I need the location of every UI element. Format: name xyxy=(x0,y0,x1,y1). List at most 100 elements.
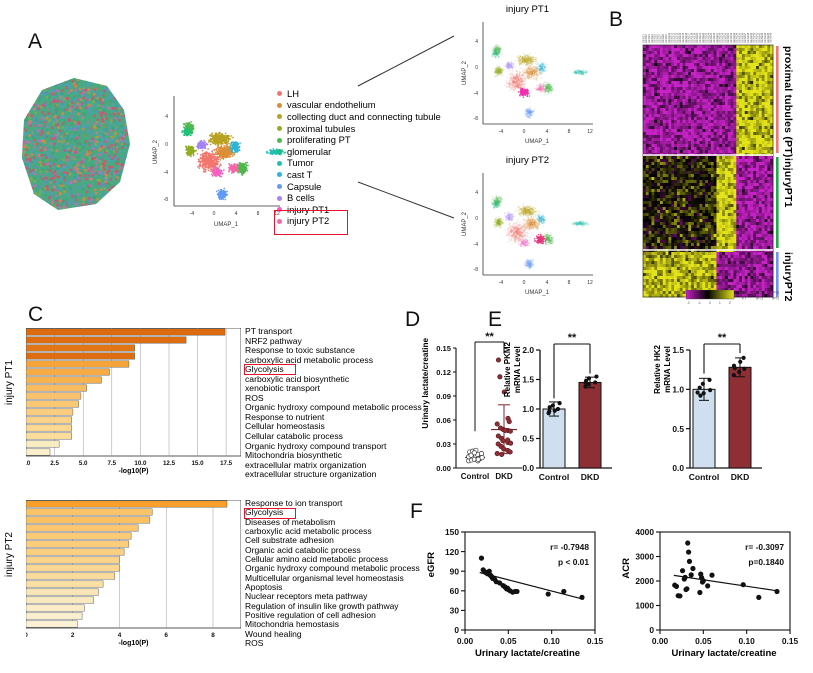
go-terms-pt1: PT transport NRF2 pathway Response to toxi… xyxy=(245,326,422,480)
svg-text:0: 0 xyxy=(213,211,216,217)
panel-e-letter: E xyxy=(488,308,503,331)
svg-text:12: 12 xyxy=(274,211,280,217)
go-term-label: extracellular matrix organization xyxy=(245,459,367,470)
legend-item[interactable]: B cells xyxy=(277,192,441,204)
go-term-label: Cell substrate adhesion xyxy=(245,535,334,546)
legend-label: cast T xyxy=(287,168,313,180)
umap-all-clusters: 4 0 -4 -8 -4 0 4 8 12 UMAP_1 UMAP_2 xyxy=(148,88,288,238)
go-term-label: Regulation of insulin like growth pathwa… xyxy=(245,600,399,611)
panel-c-letter: C xyxy=(28,303,44,326)
go-term-label: Mitochondria hemostasis xyxy=(245,619,340,630)
go-term-label: Apoptosis xyxy=(245,582,283,593)
correlation-r-text: r= -0.3097 xyxy=(745,542,784,552)
legend-color-dot xyxy=(277,91,282,97)
go-term-label: xenobiotic transport xyxy=(245,383,320,394)
legend-color-dot xyxy=(277,114,282,120)
go-chart-pt1-group-label: injury PT1 xyxy=(4,360,15,406)
legend-item[interactable]: Tumor xyxy=(277,158,441,170)
go-chart-pt1-xlabel: -log10(P) xyxy=(118,468,149,475)
heatmap-panel: GENE1 GENE2 GENE3 GENE4 GENE5 GENE6 GENE7 GENE8… xyxy=(640,12,812,307)
legend-color-dot xyxy=(277,137,282,143)
go-term-label: Glycolysis xyxy=(245,507,284,518)
umap-xlabel: UMAP_1 xyxy=(214,222,239,228)
go-chart-pt2-xlabel: -log10(P) xyxy=(118,640,149,647)
go-term-label: carboxylic acid biosynthetic xyxy=(245,373,350,384)
go-term-label: Cellular homeostasis xyxy=(245,421,325,432)
legend-label: glomerular xyxy=(287,145,332,157)
go-term-label: Response to ion transport xyxy=(245,498,343,508)
legend-color-dot xyxy=(277,207,282,213)
svg-text:4: 4 xyxy=(165,114,168,120)
go-term-label: Cellular catabolic process xyxy=(245,431,343,442)
go-term-label: Cellular amino acid metabolic process xyxy=(245,554,389,565)
legend-item[interactable]: vascular endothelium xyxy=(277,100,441,112)
go-chart-injury-pt1 xyxy=(26,328,241,468)
heatmap-block-label-injurypt1: injuryPT1 xyxy=(782,158,794,208)
go-chart-pt1-xticks: 0.02.55.07.510.012.515.017.5 xyxy=(26,457,241,469)
pkm2-ylabel-line1: Relative PKM2 xyxy=(503,342,512,398)
legend-label: collecting duct and connecting tubule xyxy=(287,110,441,122)
cluster-legend: LH vascular endothelium collecting duct … xyxy=(277,88,441,227)
legend-item-injury-pt1[interactable]: injury PT1 xyxy=(277,204,441,216)
svg-text:8: 8 xyxy=(257,211,260,217)
legend-item-injury-pt2[interactable]: injury PT2 xyxy=(277,216,441,228)
panel-b-letter: B xyxy=(609,8,624,31)
legend-label: proliferating PT xyxy=(287,134,351,146)
go-chart-pt2-xticks: 02468 xyxy=(26,629,241,641)
hk2-ylabel-line1: Relative HK2 xyxy=(653,345,662,394)
umap-pt2-title: injury PT2 xyxy=(505,155,550,166)
correlation-p-text: p=0.1840 xyxy=(748,557,784,567)
legend-item[interactable]: LH xyxy=(277,88,441,100)
legend-item[interactable]: cast T xyxy=(277,169,441,181)
heatmap-block-label-pt: proximal tubules (PT) xyxy=(782,46,794,158)
go-term-label: Response to toxic substance xyxy=(245,345,355,356)
go-term-label: ROS xyxy=(245,392,264,403)
go-term-label: Organic acid catabolic process xyxy=(245,544,361,555)
go-term-label: carboxylic acid metabolic process xyxy=(245,354,374,365)
legend-item[interactable]: Capsule xyxy=(277,181,441,193)
svg-text:-4: -4 xyxy=(190,211,195,217)
umap-injury-pt1: injury PT1 4 0 -4 -8 -4 0 4 8 12 UMAP_1 … xyxy=(455,4,600,149)
go-term-label: extracellular structure organization xyxy=(245,469,377,480)
panel-f-egfr-chart: 150 120 90 60 30 0 0.00 0.05 0.10 0.15 r= -0.7948 p… xyxy=(425,518,615,668)
go-term-label: Multicellular organismal level homeostas… xyxy=(245,572,404,583)
correlation-r-text: r= -0.7948 xyxy=(550,542,589,552)
panel-d-ylabel: Urinary lactate/creatine xyxy=(421,338,430,429)
legend-color-dot xyxy=(277,149,282,155)
umap-ylabel: UMAP_2 xyxy=(153,139,159,164)
svg-text:-4: -4 xyxy=(164,170,169,176)
panel-d-scatter: 0.15 0.12 0.09 0.06 0.03 0.00 Control DKD ** xyxy=(420,330,530,490)
legend-color-dot xyxy=(277,184,282,190)
legend-label: B cells xyxy=(287,192,315,204)
heatmap-block-label-injurypt2: injuryPT2 xyxy=(782,252,794,302)
legend-label: injury PT2 xyxy=(287,215,330,227)
panel-f-egfr-xlabel: Urinary lactate/creatine xyxy=(474,648,581,659)
panel-e-hk2-chart: 1.5 1.0 0.5 0.0 Control DKD ** xyxy=(650,330,775,490)
umap-injury-pt2: injury PT2 4 0 -4 -8 -4 0 4 8 12 UMAP_1 … xyxy=(455,155,600,300)
go-term-label: Positive regulation of cell adhesion xyxy=(245,610,376,621)
go-term-label: Response to nutrient xyxy=(245,411,325,422)
legend-color-dot xyxy=(277,126,282,132)
legend-item[interactable]: collecting duct and connecting tubule xyxy=(277,111,441,123)
legend-label: LH xyxy=(287,87,299,99)
legend-item[interactable]: glomerular xyxy=(277,146,441,158)
legend-label: proximal tubules xyxy=(287,122,356,134)
legend-color-dot xyxy=(277,102,282,108)
legend-item[interactable]: proliferating PT xyxy=(277,134,441,146)
go-term-label: Diseases of metabolism xyxy=(245,516,336,527)
umap-pt1-title: injury PT1 xyxy=(505,4,550,15)
go-term-label: Glycolysis xyxy=(245,364,284,375)
legend-label: vascular endothelium xyxy=(287,99,376,111)
go-chart-pt2-group-label: injury PT2 xyxy=(4,532,15,578)
correlation-p-text: p < 0.01 xyxy=(558,557,589,567)
go-chart-injury-pt2 xyxy=(26,500,241,640)
legend-label: Capsule xyxy=(287,180,322,192)
legend-label: injury PT1 xyxy=(287,203,330,215)
go-term-label: carboxylic acid metabolic process xyxy=(245,526,372,537)
legend-item[interactable]: proximal tubules xyxy=(277,123,441,135)
svg-text:-8: -8 xyxy=(164,197,169,203)
go-term-label: Organic hydroxy compound transport xyxy=(245,440,387,451)
go-term-label: NRF2 pathway xyxy=(245,335,302,346)
go-terms-pt2: Response to ion transport Glycolysis Disea… xyxy=(245,498,420,649)
go-term-label: Organic hydroxy compound metabolic proce… xyxy=(245,402,422,413)
